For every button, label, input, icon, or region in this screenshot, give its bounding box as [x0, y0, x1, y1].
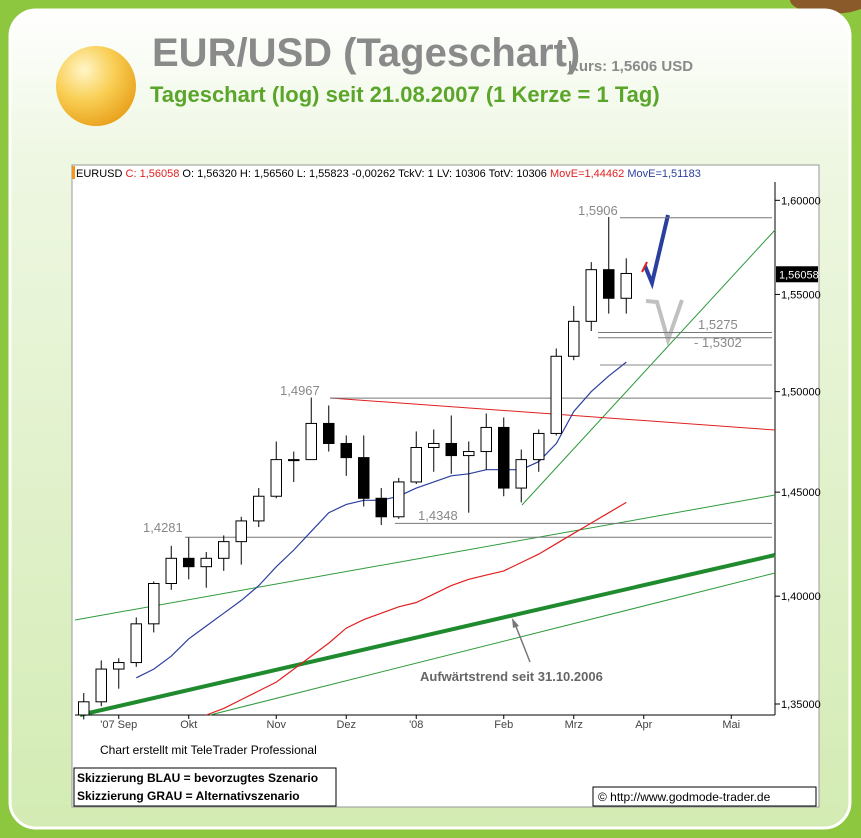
trendline — [209, 572, 776, 716]
symbol: EURUSD — [76, 168, 123, 180]
candle-body — [463, 451, 475, 457]
candle-body — [358, 457, 370, 499]
candle-body — [498, 426, 510, 489]
price-tag-box — [776, 266, 818, 283]
candle-body — [130, 623, 142, 664]
candle-body — [270, 459, 282, 497]
candle-body — [95, 668, 107, 703]
candle-body — [288, 459, 300, 462]
plot — [74, 229, 776, 717]
logo-ball — [56, 46, 136, 126]
y-tick-label: 1,45000 — [781, 487, 821, 499]
candle-body — [165, 557, 177, 585]
y-tick-label: 1,50000 — [781, 387, 821, 399]
title: EUR/USD (Tageschart) — [152, 31, 580, 75]
note-blue: Skizzierung BLAU = bevorzugtes Szenario — [77, 771, 318, 785]
note-gray: Skizzierung GRAU = Alternativszenario — [77, 789, 300, 803]
x-tick-label: '07 Sep — [100, 719, 137, 731]
candle-body — [603, 269, 615, 299]
trendline — [74, 494, 776, 621]
candle-body — [340, 442, 352, 459]
candle-body — [253, 495, 265, 522]
candle-body — [568, 320, 580, 357]
price-tag: 1,56058 — [779, 269, 819, 281]
chart-frame — [71, 164, 820, 808]
header-marker — [72, 166, 75, 179]
moving-average — [206, 501, 627, 716]
y-tick-label: 1,35000 — [781, 699, 821, 711]
scenario-gray — [645, 299, 684, 347]
x-tick-label: '08 — [409, 719, 423, 731]
level-label: 1,5275 — [698, 317, 738, 332]
level-label: 1,5906 — [578, 203, 618, 218]
candle-body — [393, 481, 405, 518]
y-tick-label: 1,40000 — [781, 591, 821, 603]
candle-body — [218, 541, 230, 559]
copyright-box — [592, 786, 817, 807]
candle-body — [78, 701, 90, 716]
subtitle: Tageschart (log) seit 21.08.2007 (1 Kerz… — [150, 82, 660, 107]
candle-body — [305, 422, 317, 461]
candle-body — [480, 426, 492, 453]
candle-body — [445, 442, 457, 457]
annotation-arrowhead — [512, 618, 519, 628]
candle-body — [200, 557, 212, 568]
scenario-tick — [641, 261, 648, 273]
candle-body — [533, 432, 545, 461]
x-tick-label: Okt — [180, 719, 197, 731]
x-tick-label: Dez — [336, 719, 356, 731]
candle-body — [113, 662, 125, 670]
candle-body — [375, 497, 387, 518]
candle-body — [323, 422, 335, 444]
level-label: 1,4348 — [418, 508, 458, 523]
annotation-arrow — [514, 623, 531, 663]
candle-body — [183, 557, 195, 568]
x-tick-label: Mrz — [565, 719, 583, 731]
close: C: 1,56058 — [126, 168, 180, 180]
y-tick-label: 1,55000 — [781, 289, 821, 301]
level-label: 1,4967 — [280, 383, 320, 398]
level-label: 1,4281 — [143, 520, 183, 535]
credit: Chart erstellt mit TeleTrader Profession… — [100, 743, 317, 757]
candle-body — [620, 272, 632, 299]
ma-red: MovE=1,44462 — [550, 168, 624, 180]
ma-blue: MovE=1,51183 — [627, 168, 701, 180]
copyright: © http://www.godmode-trader.de — [598, 790, 771, 804]
candle-body — [235, 520, 247, 543]
level-label: - 1,5302 — [694, 335, 742, 350]
x-tick-label: Apr — [635, 719, 652, 731]
candle-body — [428, 442, 440, 449]
y-tick-label: 1,60000 — [781, 195, 821, 207]
candle-body — [550, 355, 562, 434]
x-tick-label: Feb — [494, 719, 513, 731]
candle-body — [410, 447, 422, 483]
price-note: Kurs: 1,5606 USD — [568, 58, 693, 75]
annotation: Aufwärtstrend seit 31.10.2006 — [420, 669, 603, 684]
trendline — [521, 229, 776, 506]
scenario-blue — [643, 214, 670, 290]
candle-body — [148, 583, 160, 625]
header-values: O: 1,56320 H: 1,56560 L: 1,55823 -0,0026… — [182, 168, 547, 180]
candle-body — [515, 459, 527, 489]
candle-body — [585, 269, 597, 322]
note-box — [73, 767, 337, 807]
x-tick-label: Mai — [722, 719, 740, 731]
x-tick-label: Nov — [266, 719, 286, 731]
trendline-main — [79, 553, 776, 717]
chart-header: EURUSD C: 1,56058 O: 1,56320 H: 1,56560 … — [76, 168, 701, 180]
